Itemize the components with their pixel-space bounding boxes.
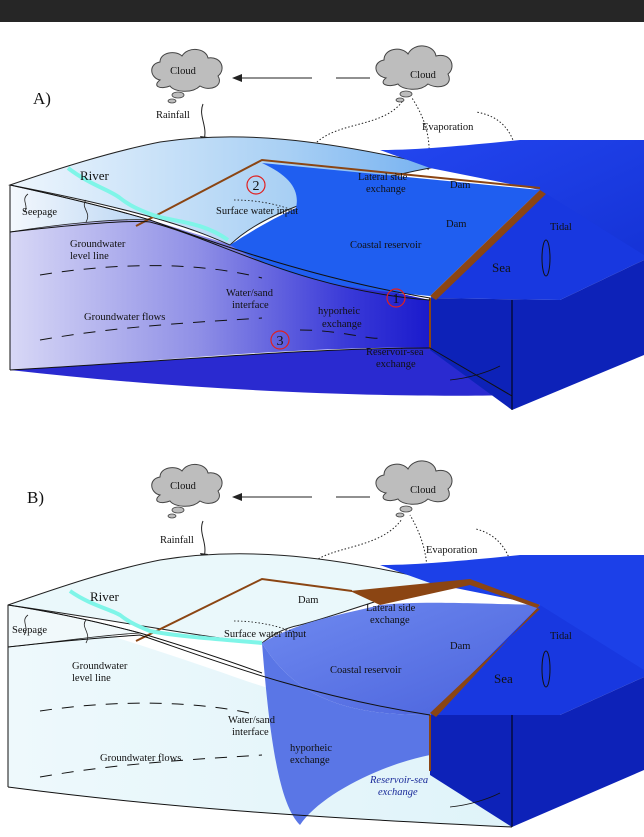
dam-top-label: Dam	[298, 595, 318, 606]
evaporation-label: Evaporation	[426, 545, 478, 556]
dam-mid-label: Dam	[446, 219, 466, 230]
coastal-reservoir-water	[262, 602, 540, 715]
coastal-reservoir-water	[230, 163, 540, 296]
river-label: River	[80, 168, 110, 183]
sea-surface-front	[430, 605, 644, 715]
panel-b: B) Cloud Cloud Rainfall Evaporation	[0, 415, 644, 832]
dam-top-label: Dam	[450, 180, 470, 191]
river-label: River	[90, 589, 120, 604]
surface-input-arrow	[233, 620, 299, 634]
water-sand-label-2: interface	[232, 300, 269, 311]
sea-surface-front	[430, 190, 644, 300]
svg-text:2: 2	[253, 179, 260, 194]
river-line	[66, 166, 230, 242]
surface-input-label: Surface water input	[216, 206, 298, 217]
panel-a: A) Cloud Cloud Rainfall Evaporation	[0, 0, 644, 415]
block-outline	[9, 184, 513, 397]
coastal-reservoir-label: Coastal reservoir	[330, 665, 402, 676]
tidal-icon	[541, 650, 551, 688]
lateral-label-2: exchange	[370, 615, 410, 626]
cloud-left-label: Cloud	[170, 481, 196, 492]
tidal-label: Tidal	[550, 631, 572, 642]
panel-b-letter: B)	[27, 488, 44, 507]
cloud-left-icon	[151, 49, 223, 104]
cloud-right-icon	[375, 45, 453, 103]
cloud-transport-arrow	[232, 493, 370, 501]
gw-flows-label: Groundwater flows	[84, 312, 165, 323]
seepage-arrows	[23, 193, 89, 223]
water-sand-label-1: Water/sand	[228, 715, 276, 726]
river-line	[68, 589, 263, 645]
land-surface	[8, 136, 471, 246]
cloud-left-label: Cloud	[170, 66, 196, 77]
rainfall-label: Rainfall	[156, 110, 190, 121]
surface-input-arrow	[233, 199, 299, 213]
res-sea-label-1: Reservoir-sea	[366, 347, 424, 358]
hyporheic-label-2: exchange	[322, 319, 362, 330]
cloud-right-label: Cloud	[410, 70, 436, 81]
marker-2: 2	[246, 175, 266, 195]
marker-3: 3	[270, 330, 290, 350]
gw-flows-label: Groundwater flows	[100, 753, 181, 764]
rainfall-label: Rainfall	[160, 535, 194, 546]
aquifer-front-face	[8, 605, 512, 827]
cloud-right-icon	[375, 460, 453, 518]
seepage-arrows	[23, 614, 89, 644]
svg-text:3: 3	[277, 334, 284, 349]
hyporheic-label-2: exchange	[290, 755, 330, 766]
res-sea-arrow	[449, 792, 501, 808]
coastal-reservoir-label: Coastal reservoir	[350, 240, 422, 251]
res-sea-arrow	[449, 365, 501, 381]
res-sea-label-2: exchange	[378, 787, 418, 798]
tidal-label: Tidal	[550, 222, 572, 233]
res-sea-label-2: exchange	[376, 359, 416, 370]
groundwater-flow-lines	[39, 265, 381, 341]
tidal-icon	[541, 239, 551, 277]
dam-structure	[135, 577, 540, 771]
evaporation-label: Evaporation	[422, 122, 474, 133]
gw-level-label-1: Groundwater	[70, 239, 126, 250]
cloud-right-label: Cloud	[410, 485, 436, 496]
cloud-left-icon	[151, 464, 223, 519]
res-sea-label-1: Reservoir-sea	[369, 775, 428, 786]
cloud-transport-arrow	[232, 74, 370, 82]
surface-input-label: Surface water input	[224, 629, 306, 640]
seepage-label: Seepage	[12, 625, 47, 636]
panel-a-letter: A)	[33, 89, 51, 108]
svg-text:1: 1	[393, 292, 400, 307]
gw-level-label-2: level line	[70, 251, 109, 262]
dam-mid-label: Dam	[450, 641, 470, 652]
gw-level-label-2: level line	[72, 673, 111, 684]
evaporation-arrows	[309, 514, 515, 594]
aquifer-bottom	[10, 348, 512, 396]
aquifer-front-face	[10, 185, 430, 370]
hyporheic-label-1: hyporheic	[290, 743, 332, 754]
seepage-label: Seepage	[22, 207, 57, 218]
lateral-label-1: Lateral side	[366, 603, 416, 614]
sea-side-face	[430, 677, 644, 827]
panel-a-diagram: A) Cloud Cloud Rainfall Evaporation	[8, 45, 644, 410]
top-black-bar	[0, 0, 644, 22]
gw-level-label-1: Groundwater	[72, 661, 128, 672]
panel-b-diagram: B) Cloud Cloud Rainfall Evaporation	[7, 460, 644, 828]
marker-1: 1	[386, 288, 406, 308]
water-sand-label-2: interface	[232, 727, 269, 738]
lateral-label-1: Lateral side	[358, 172, 408, 183]
groundwater-flow-lines	[39, 702, 263, 778]
hyporheic-label-1: hyporheic	[318, 306, 360, 317]
water-sand-label-1: Water/sand	[226, 288, 274, 299]
sea-label: Sea	[494, 671, 513, 686]
dam-structure	[135, 158, 546, 348]
lateral-label-2: exchange	[366, 184, 406, 195]
block-outline	[7, 604, 513, 828]
sea-label: Sea	[492, 260, 511, 275]
